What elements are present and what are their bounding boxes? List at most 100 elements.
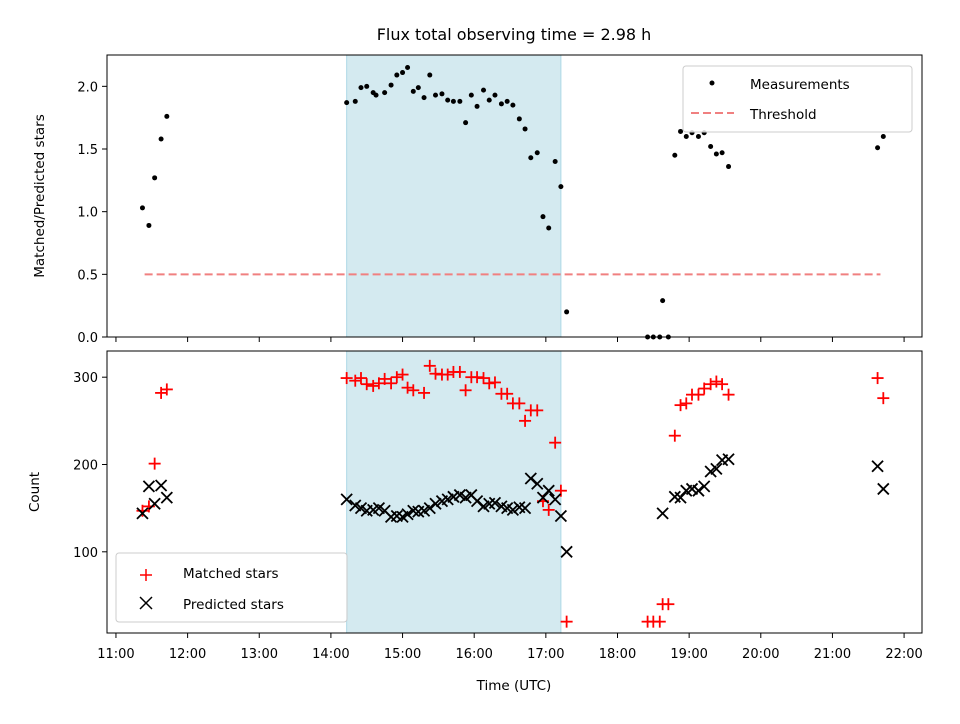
measurement-point — [683, 133, 689, 139]
matched-star-point — [560, 615, 573, 628]
legend-threshold-label: Threshold — [749, 107, 817, 123]
matched-star-point — [477, 372, 490, 385]
measurement-point — [410, 88, 416, 94]
measurement-point — [352, 98, 358, 104]
top-y-tick-label: 1.5 — [77, 143, 98, 158]
x-tick-label: 22:00 — [885, 647, 922, 662]
measurement-point — [358, 85, 364, 91]
measurement-point — [373, 92, 379, 98]
measurement-point — [388, 82, 394, 88]
matched-star-point — [662, 598, 675, 611]
matched-star-point — [716, 378, 729, 391]
matched-star-point — [385, 377, 398, 390]
measurement-point — [468, 92, 474, 98]
predicted-star-point — [542, 484, 555, 497]
predicted-star-point — [554, 509, 568, 523]
measurement-point — [364, 83, 370, 89]
matched-star-point — [704, 378, 717, 391]
x-tick-label: 14:00 — [312, 647, 349, 662]
matched-star-point — [354, 372, 367, 385]
bottom-y-tick-label: 300 — [73, 371, 98, 386]
matched-star-point — [441, 368, 454, 381]
x-tick-label: 21:00 — [814, 647, 851, 662]
predicted-star-point — [340, 493, 353, 506]
measurement-point — [382, 90, 388, 96]
top-panel: 0.00.51.01.52.0 Matched/Predicted stars … — [32, 54, 923, 346]
predicted-star-point — [722, 453, 735, 466]
matched-star-point — [549, 436, 562, 449]
measurement-point — [504, 98, 510, 104]
measurement-point — [427, 72, 433, 78]
x-tick-label: 13:00 — [241, 647, 278, 662]
measurement-point — [457, 98, 463, 104]
predicted-star-point — [710, 462, 723, 476]
measurement-point — [344, 100, 350, 106]
matched-star-point — [692, 388, 705, 401]
predicted-star-point — [518, 502, 532, 515]
matched-star-point — [877, 392, 890, 405]
measurement-point — [415, 85, 421, 91]
measurement-point — [139, 205, 145, 211]
matched-star-point — [148, 457, 161, 470]
measurement-point — [433, 92, 439, 98]
matched-star-point — [160, 383, 173, 396]
bottom-panel-frame — [106, 350, 923, 634]
measurement-point — [158, 136, 164, 142]
x-tick-label: 15:00 — [384, 647, 421, 662]
predicted-star-point — [407, 504, 420, 517]
bottom-y-tick-label: 200 — [73, 458, 98, 473]
legend-measurements-label: Measurements — [750, 77, 850, 93]
matched-star-point — [360, 378, 373, 391]
predicted-star-point — [871, 460, 884, 473]
bottom-legend-box — [115, 552, 348, 623]
matched-star-point — [519, 414, 532, 427]
measurement-point — [516, 116, 522, 122]
measurement-point — [875, 145, 881, 151]
measurement-point — [498, 101, 504, 107]
top-y-tick-label: 2.0 — [77, 80, 98, 95]
predicted-star-point — [698, 480, 711, 493]
matched-star-point — [698, 382, 711, 395]
measurement-point — [474, 103, 480, 109]
measurement-point — [445, 97, 451, 103]
shaded-observing-span-bottom — [346, 350, 562, 634]
predicted-star-point — [549, 493, 562, 506]
matched-star-point — [488, 376, 501, 389]
predicted-star-point — [488, 496, 502, 510]
shaded-observing-span-top — [346, 54, 562, 338]
x-tick-label: 11:00 — [97, 647, 134, 662]
matched-star-point — [390, 371, 403, 384]
measurement-point — [492, 92, 498, 98]
matched-star-point — [542, 503, 555, 516]
matched-star-point — [378, 372, 391, 385]
top-y-axis: 0.0 0.5 1.0 1.5 2.0 — [77, 80, 107, 346]
matched-star-point — [349, 374, 362, 387]
top-panel-frame — [106, 54, 923, 338]
measurement-point — [713, 151, 719, 157]
top-y-tick-label: 0.0 — [77, 331, 98, 346]
chart-title: Flux total observing time = 2.98 h — [377, 25, 652, 44]
predicted-stars-points — [136, 453, 890, 558]
measurement-point — [564, 309, 570, 315]
measurement-point — [695, 133, 701, 139]
x-tick-label: 19:00 — [670, 647, 707, 662]
matched-star-point — [680, 397, 693, 410]
predicted-star-point — [142, 480, 156, 493]
predicted-star-point — [148, 497, 161, 510]
x-tick-label: 18:00 — [599, 647, 636, 662]
measurement-point — [678, 128, 684, 134]
measurement-point — [486, 97, 492, 103]
predicted-star-point — [423, 502, 436, 515]
bottom-x-axis: 11:00 12:00 13:00 14:00 15:00 16:00 17:00 18:00… — [97, 633, 923, 662]
matched-star-point — [871, 372, 884, 385]
measurement-point — [439, 91, 445, 97]
x-axis-label: Time (UTC) — [476, 678, 552, 694]
measurement-point — [726, 164, 732, 170]
top-x-ticks — [115, 337, 905, 342]
measurement-point — [146, 222, 152, 228]
top-legend: Measurements Threshold — [682, 65, 913, 133]
x-tick-label: 17:00 — [527, 647, 564, 662]
predicted-star-point — [160, 491, 173, 504]
predicted-star-point — [506, 503, 520, 517]
